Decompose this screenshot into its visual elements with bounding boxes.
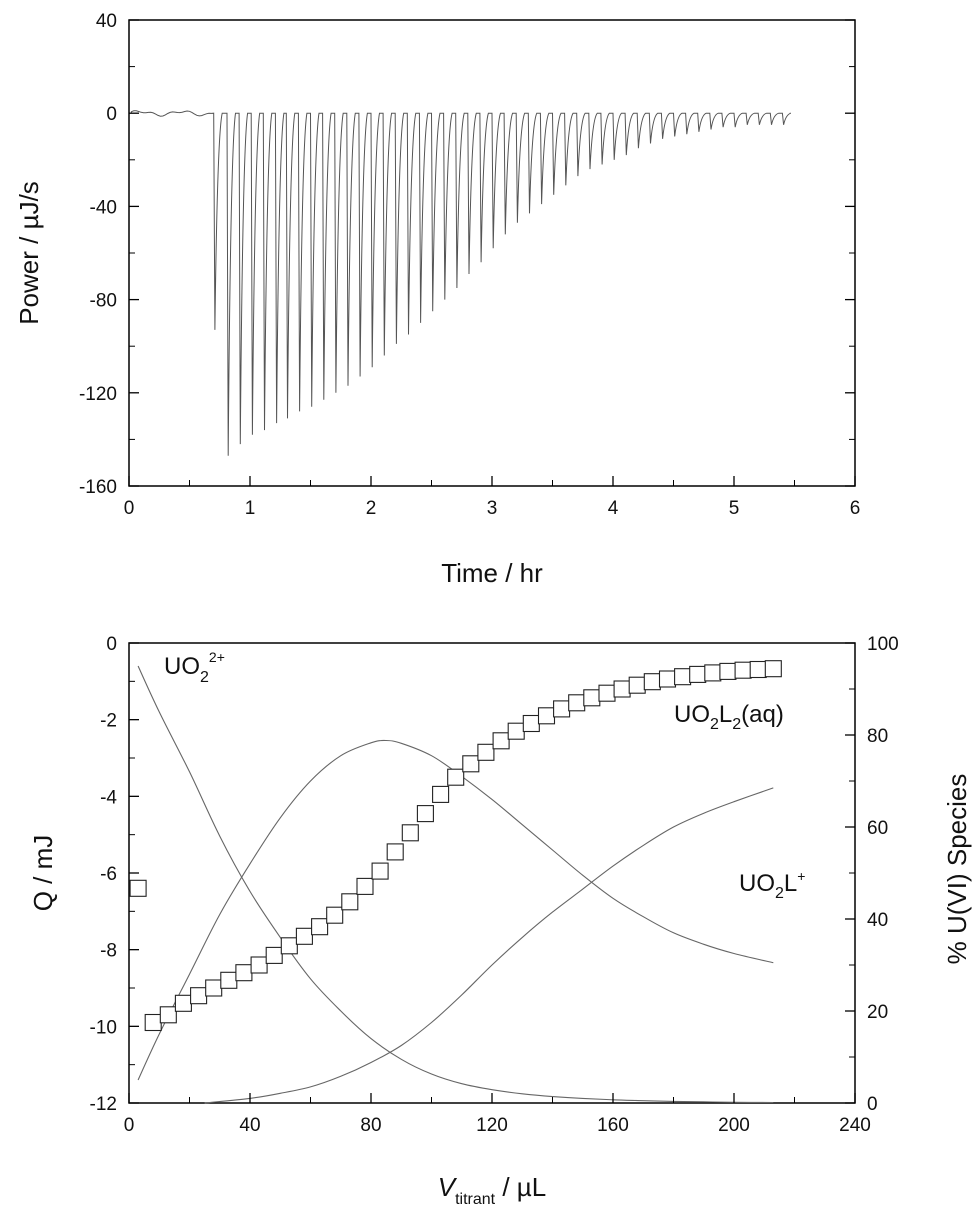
q-marker — [235, 964, 253, 982]
top-plot-frame — [128, 19, 856, 487]
q-marker — [401, 824, 419, 842]
q-marker — [159, 1006, 177, 1024]
bottom-right-y-tick-label: 100 — [867, 634, 899, 655]
q-marker — [628, 676, 646, 694]
q-marker — [341, 893, 359, 911]
q-marker — [144, 1013, 162, 1032]
q-marker — [356, 877, 374, 895]
q-marker — [190, 987, 208, 1005]
q-marker — [477, 743, 495, 761]
q-marker — [311, 918, 329, 936]
species-curves — [137, 665, 774, 1104]
top-x-tick-label: 4 — [608, 498, 619, 519]
bottom-right-y-tick-label: 20 — [867, 1002, 888, 1023]
bottom-x-tick-label: 200 — [718, 1115, 750, 1136]
q-marker — [522, 714, 540, 733]
q-marker — [371, 862, 389, 880]
bottom-axis-ticks: 0 40 80 120 160 200 2400-2-4-6-8-10-1210080604… — [90, 634, 899, 1136]
q-marker — [658, 670, 677, 688]
q-marker — [674, 668, 692, 686]
bottom-left-y-axis-title: Q / mJ — [28, 835, 58, 912]
top-y-tick-label: -80 — [90, 291, 117, 312]
q-marker — [598, 684, 616, 702]
q-markers — [129, 660, 782, 1032]
bottom-right-y-tick-label: 0 — [867, 1094, 878, 1115]
bottom-left-y-tick-label: -6 — [100, 864, 117, 885]
q-marker — [265, 946, 283, 964]
species-label-uo2l-plus: UO2L+ — [739, 868, 805, 902]
q-marker — [432, 785, 450, 803]
top-y-tick-label: -120 — [79, 384, 117, 405]
bottom-left-y-tick-label: -8 — [100, 941, 117, 962]
bottom-left-y-tick-label: -2 — [100, 711, 117, 732]
bottom-left-y-tick-label: -4 — [100, 787, 117, 808]
bottom-chart: 0 40 80 120 160 200 2400-2-4-6-8-10-1210080604… — [28, 634, 972, 1208]
bottom-left-y-tick-label: -12 — [90, 1094, 117, 1115]
species-label-uo2l2-aq: UO2L2(aq) — [674, 701, 784, 733]
q-marker — [719, 662, 737, 680]
top-y-tick-label: 40 — [96, 11, 117, 32]
q-marker — [492, 732, 510, 750]
bottom-right-y-tick-label: 80 — [867, 726, 888, 747]
top-x-tick-label: 6 — [850, 498, 861, 519]
q-marker — [749, 660, 767, 679]
q-marker — [174, 994, 192, 1012]
top-chart: 0 1 2 3 4 5 6 40 0 -40 -80 -120 -160 Time / hr Power… — [14, 11, 860, 588]
bottom-left-y-tick-label: 0 — [106, 634, 117, 655]
bottom-x-tick-label: 0 — [124, 1115, 135, 1136]
q-marker — [280, 937, 298, 955]
species-curve-uo2-2plus — [137, 665, 774, 1104]
bottom-right-y-tick-label: 60 — [867, 818, 888, 839]
q-marker — [553, 700, 571, 718]
q-marker — [507, 722, 525, 740]
q-marker — [129, 879, 147, 897]
q-marker — [583, 689, 601, 707]
top-y-tick-label: -40 — [90, 197, 117, 218]
q-marker — [689, 665, 707, 683]
bottom-x-tick-label: 40 — [239, 1115, 260, 1136]
top-x-tick-label: 5 — [729, 498, 740, 519]
bottom-x-tick-label: 80 — [360, 1115, 381, 1136]
q-marker — [205, 979, 223, 997]
top-x-tick-label: 2 — [366, 498, 377, 519]
bottom-right-y-axis-title: % U(VI) Species — [942, 774, 972, 965]
q-marker — [416, 805, 434, 823]
q-marker — [250, 956, 268, 974]
top-y-tick-label: 0 — [106, 104, 117, 125]
q-marker — [704, 664, 722, 682]
bottom-x-tick-label: 120 — [476, 1115, 508, 1136]
q-marker — [220, 971, 238, 989]
q-marker — [764, 660, 782, 678]
species-curve-uo2l2-aq — [204, 787, 774, 1104]
species-curve-uo2l-plus — [137, 739, 774, 1081]
q-marker — [326, 906, 344, 924]
top-x-tick-label: 0 — [124, 498, 135, 519]
q-marker — [537, 707, 556, 725]
q-marker — [462, 755, 480, 773]
bottom-left-y-tick-label: -10 — [90, 1017, 117, 1038]
top-x-tick-label: 3 — [487, 498, 498, 519]
q-marker — [295, 927, 313, 945]
bottom-x-axis-title: Vtitrant / µL — [438, 1172, 546, 1208]
species-label-uo2-2plus: UO22+ — [164, 649, 225, 686]
q-marker — [568, 694, 586, 712]
bottom-x-tick-label: 240 — [839, 1115, 871, 1136]
q-marker — [734, 661, 752, 679]
bottom-x-tick-label: 160 — [597, 1115, 629, 1136]
top-y-axis-title: Power / µJ/s — [14, 181, 44, 325]
q-marker — [447, 768, 465, 786]
top-axis-ticks: 0 1 2 3 4 5 6 40 0 -40 -80 -120 -160 — [79, 11, 860, 519]
top-y-tick-label: -160 — [79, 477, 117, 498]
bottom-right-y-tick-label: 40 — [867, 910, 888, 931]
q-marker — [643, 673, 661, 691]
top-x-tick-label: 1 — [245, 498, 256, 519]
top-x-axis-title: Time / hr — [441, 558, 543, 588]
q-marker — [386, 843, 404, 861]
top-power-trace — [130, 110, 792, 456]
q-marker — [613, 680, 631, 698]
